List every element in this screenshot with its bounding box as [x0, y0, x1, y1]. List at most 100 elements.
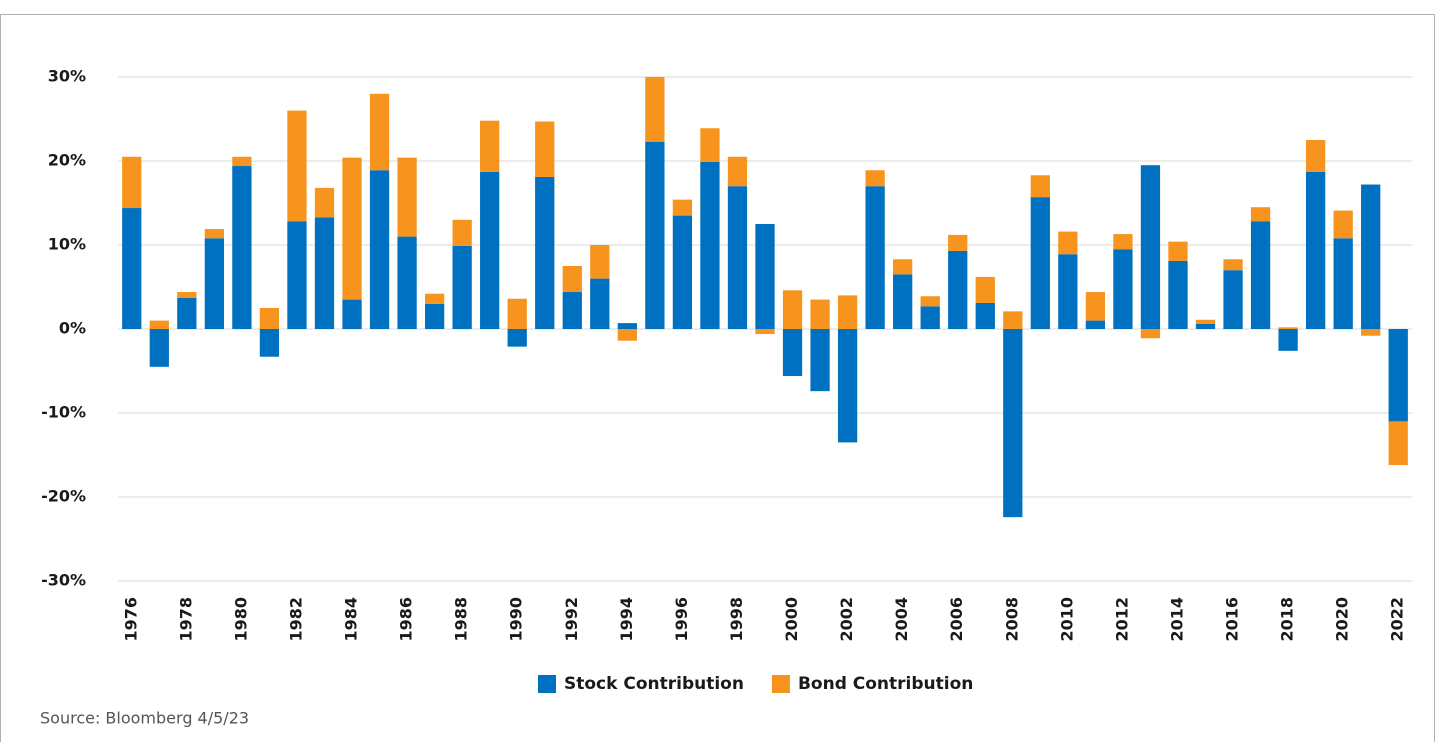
bar-segment: [314, 187, 335, 218]
bar-segment: [1085, 292, 1106, 321]
bar-segment: [1003, 329, 1023, 518]
bar-segment: [893, 274, 913, 329]
bar-segment: [1085, 320, 1106, 329]
x-tick-label: 2000: [782, 597, 801, 642]
bar-segment: [314, 217, 335, 329]
bar-segment: [149, 329, 169, 367]
bar-segment: [507, 329, 527, 347]
frame: [0, 14, 1435, 742]
bar-segment: [1058, 231, 1078, 255]
bar-segment: [1333, 210, 1353, 239]
bar-segment: [204, 238, 224, 329]
y-tick-label: 0%: [59, 319, 86, 338]
x-tick-label: 2014: [1167, 597, 1186, 642]
bar-segment: [1250, 207, 1271, 222]
bar-segment: [975, 302, 995, 329]
bar-segment: [177, 297, 197, 329]
bar-segment: [342, 157, 362, 300]
y-tick-label: -20%: [41, 487, 86, 506]
bar-segment: [948, 234, 968, 251]
bar-segment: [1361, 184, 1381, 329]
bar-segment: [617, 323, 637, 329]
x-tick-label: 2020: [1333, 597, 1352, 642]
x-tick-label: 1998: [727, 597, 746, 642]
bar-segment: [1223, 270, 1243, 329]
bar-segment: [1168, 260, 1188, 329]
x-tick-label: 1982: [286, 597, 305, 642]
x-tick-label: 1980: [231, 597, 250, 642]
bar-segment: [424, 303, 445, 329]
bar-segment: [1278, 327, 1298, 329]
x-tick-label: 1978: [176, 597, 195, 642]
bar-segment: [1140, 329, 1161, 339]
bar-segment: [342, 299, 362, 329]
bar-segment: [727, 156, 748, 187]
bar-segment: [204, 229, 224, 239]
x-tick-label: 1992: [562, 597, 581, 642]
bar-segment: [755, 329, 775, 335]
x-tick-label: 2008: [1002, 597, 1021, 642]
bar-segment: [287, 221, 307, 329]
bar-segment: [1030, 197, 1050, 329]
bar-segment: [1113, 234, 1133, 250]
bar-segment: [700, 161, 720, 329]
bar-segment: [700, 128, 720, 162]
bar-segment: [562, 266, 582, 293]
bar-segment: [122, 208, 142, 329]
bar-segment: [424, 293, 445, 304]
bar-segment: [672, 215, 693, 329]
bar-segment: [562, 292, 582, 329]
y-tick-label: -30%: [41, 571, 86, 590]
x-tick-label: 2002: [837, 597, 856, 642]
y-tick-label: 30%: [48, 67, 86, 86]
bar-segment: [590, 245, 610, 279]
bar-segment: [259, 329, 280, 357]
x-tick-label: 2006: [947, 597, 966, 642]
bar-segment: [259, 308, 280, 329]
bar-segment: [369, 170, 390, 329]
bar-segment: [1140, 165, 1161, 329]
bar-segment: [810, 299, 830, 329]
bar-segment: [1388, 421, 1408, 466]
bar-segment: [782, 329, 803, 377]
bar-segment: [1306, 171, 1326, 329]
bar-segment: [865, 170, 885, 187]
bar-segment: [727, 186, 748, 329]
legend-swatch: [771, 675, 790, 693]
x-tick-label: 1994: [617, 597, 636, 642]
bar-segment: [369, 93, 390, 171]
legend-label: Bond Contribution: [798, 674, 973, 694]
bar-segment: [1306, 140, 1326, 172]
x-tick-label: 1984: [342, 597, 361, 642]
y-tick-label: 10%: [48, 235, 86, 254]
x-tick-label: 2016: [1223, 597, 1242, 642]
bar-segment: [1278, 329, 1298, 351]
bar-segment: [920, 296, 940, 307]
x-tick-label: 1976: [121, 597, 140, 642]
bar-segment: [397, 236, 417, 329]
x-tick-label: 1986: [397, 597, 416, 642]
bar-segment: [1388, 329, 1408, 422]
bar-segment: [865, 186, 885, 329]
bar-segment: [480, 171, 500, 329]
y-tick-label: 20%: [48, 151, 86, 170]
bar-segment: [177, 292, 197, 298]
bar-segment: [232, 166, 252, 329]
bar-segment: [452, 245, 472, 329]
bar-segment: [590, 278, 610, 329]
bar-segment: [645, 77, 665, 142]
y-tick-label: -10%: [41, 403, 86, 422]
bar-segment: [1223, 259, 1243, 271]
bar-segment: [672, 199, 693, 216]
bar-segment: [535, 176, 555, 329]
bar-segment: [645, 141, 665, 329]
bar-segment: [1361, 329, 1381, 336]
x-tick-label: 2012: [1112, 597, 1131, 642]
bar-segment: [397, 157, 417, 237]
bar-segment: [975, 276, 995, 303]
bar-segment: [535, 121, 555, 177]
bar-segment: [1333, 238, 1353, 329]
bar-segment: [287, 110, 307, 222]
bar-segment: [232, 156, 252, 167]
